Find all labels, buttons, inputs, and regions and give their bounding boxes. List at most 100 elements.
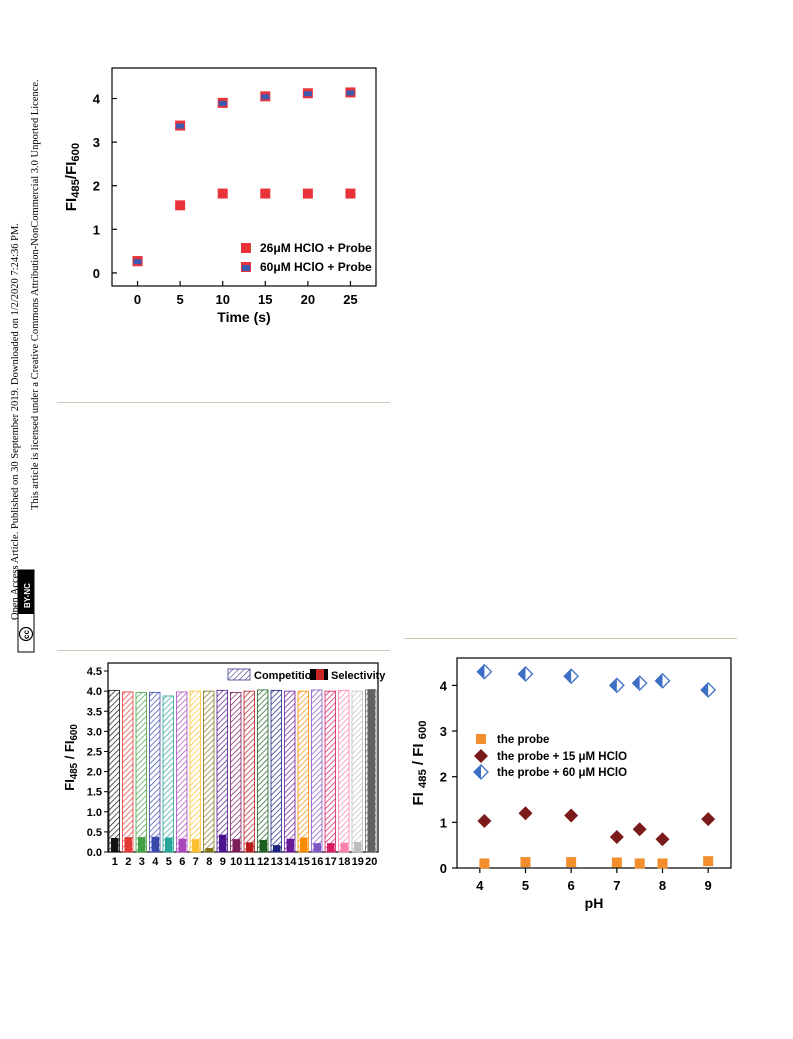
legend-label: Selectivity xyxy=(331,670,386,682)
y-tick-label: 3.5 xyxy=(87,706,102,718)
data-point xyxy=(632,822,647,837)
selectivity-bar-chart: 0.00.51.01.52.02.53.03.54.04.51 2 3 4 5 6 7 8 9 1… xyxy=(62,662,386,868)
data-point xyxy=(133,259,142,265)
data-point xyxy=(261,94,270,100)
selectivity-bar xyxy=(327,843,335,852)
competition-bar xyxy=(108,689,120,853)
x-tick-label: 16 xyxy=(311,856,323,868)
selectivity-bar xyxy=(192,839,200,852)
data-point xyxy=(518,806,533,821)
selectivity-bar xyxy=(178,838,186,852)
x-tick-label: 5 xyxy=(166,856,172,868)
competition-bar xyxy=(270,689,282,853)
competition-bar xyxy=(189,690,201,853)
x-tick-label: 14 xyxy=(284,856,297,868)
x-tick-label: 4 xyxy=(476,878,484,893)
x-tick-label: 12 xyxy=(257,856,269,868)
y-tick-label: 2 xyxy=(93,179,100,194)
plot-frame xyxy=(107,662,379,853)
x-tick-label: 20 xyxy=(365,856,377,868)
data-point xyxy=(520,857,531,868)
x-tick-label: 25 xyxy=(343,292,357,307)
selectivity-bar xyxy=(124,837,132,852)
data-point-fill xyxy=(518,666,526,681)
x-tick-label: 15 xyxy=(258,292,272,307)
competition-bar xyxy=(176,691,188,853)
selectivity-bar xyxy=(354,841,362,852)
y-axis-label-ylabel_sub2: 600 xyxy=(417,720,429,739)
data-point-fill xyxy=(655,673,663,688)
x-tick-label: 1 xyxy=(112,856,118,868)
data-point xyxy=(655,832,670,847)
y-tick-label: 0 xyxy=(93,266,100,281)
x-tick-label: 9 xyxy=(705,878,712,893)
y-tick-label: 0.5 xyxy=(87,827,102,839)
legend-marker xyxy=(474,749,488,763)
data-point xyxy=(564,808,579,823)
x-tick-label: 13 xyxy=(271,856,283,868)
competition-bar xyxy=(243,690,255,853)
y-axis-label: FI485 / FI600 xyxy=(62,724,80,791)
selectivity-bar xyxy=(111,837,119,852)
competition-bar xyxy=(284,690,296,853)
competition-bar xyxy=(203,690,215,853)
y-tick-label: 2.0 xyxy=(87,767,102,779)
y-axis-label-ylabel_sub1: 485 xyxy=(69,762,80,779)
x-tick-label: 4 xyxy=(152,856,159,868)
y-axis-label: FI485/FI600 xyxy=(63,143,82,211)
selectivity-bar xyxy=(313,843,321,852)
legend-marker-selectivity-accent xyxy=(316,669,324,680)
data-point xyxy=(566,857,577,868)
x-tick-label: 3 xyxy=(139,856,145,868)
y-tick-label: 3 xyxy=(440,724,447,739)
y-axis-label-ylabel_main: FI xyxy=(63,198,80,211)
legend-label: the probe + 60 μM HClO xyxy=(497,767,627,779)
competition-bar xyxy=(257,689,269,853)
data-point xyxy=(657,858,668,869)
section-divider-3 xyxy=(404,638,737,639)
competition-bar xyxy=(324,690,336,853)
competition-bar xyxy=(230,691,242,853)
selectivity-bar xyxy=(367,689,375,852)
selectivity-bar xyxy=(286,838,294,852)
data-point xyxy=(634,858,645,869)
data-point xyxy=(176,203,185,209)
y-axis-label-ylabel_main: FI xyxy=(62,779,77,791)
cc-badge-label: cc xyxy=(22,630,31,639)
x-axis-label: pH xyxy=(585,895,604,911)
competition-bar xyxy=(311,689,323,853)
y-axis-label-text: FI485 / FI600 xyxy=(62,724,80,791)
selectivity-bar xyxy=(273,845,281,852)
data-point xyxy=(479,858,490,869)
data-point xyxy=(218,191,227,197)
y-axis-label-ylabel_main: FI xyxy=(410,788,427,806)
selectivity-bar xyxy=(219,834,227,852)
x-tick-label: 6 xyxy=(568,878,575,893)
competition-bar xyxy=(216,689,228,853)
competition-bar xyxy=(162,695,174,853)
y-axis-label-ylabel_sub2: 600 xyxy=(69,724,80,741)
legend-marker xyxy=(476,734,486,744)
y-axis-label-text: FI485/FI600 xyxy=(63,143,82,211)
x-tick-label: 19 xyxy=(352,856,364,868)
x-tick-label: 8 xyxy=(206,856,212,868)
y-tick-label: 1.0 xyxy=(87,807,102,819)
y-axis-label-ylabel_mid: / FI xyxy=(62,741,77,763)
y-tick-label: 4 xyxy=(440,678,448,693)
data-point xyxy=(176,123,185,129)
x-tick-label: 17 xyxy=(325,856,337,868)
y-axis-label-ylabel_sub2: 600 xyxy=(70,143,82,162)
by-nc-badge-label: BY-NC xyxy=(23,583,32,608)
data-point xyxy=(218,100,227,106)
data-point xyxy=(477,813,492,828)
cc-license-badge[interactable]: cc BY-NC xyxy=(17,569,35,653)
y-tick-label: 4 xyxy=(93,92,101,107)
y-tick-label: 4.0 xyxy=(87,686,102,698)
legend-label: 60μM HClO + Probe xyxy=(260,260,372,274)
time-response-chart: 0 1 2 3 4 0 5 10 15 20 25 Time (s) FI485/FI600 26μM H… xyxy=(63,67,377,325)
data-point xyxy=(701,812,716,827)
x-tick-label: 18 xyxy=(338,856,350,868)
data-point xyxy=(609,829,624,844)
selectivity-bar xyxy=(165,837,173,852)
x-tick-label: 11 xyxy=(244,856,256,868)
